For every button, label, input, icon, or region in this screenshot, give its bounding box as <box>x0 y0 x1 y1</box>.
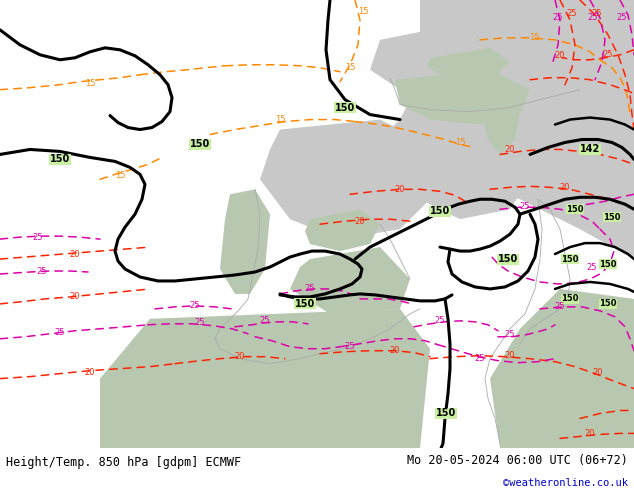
Text: 15: 15 <box>358 7 368 17</box>
Text: 15: 15 <box>115 171 126 180</box>
Text: 150: 150 <box>498 254 518 264</box>
Text: 25: 25 <box>520 202 530 211</box>
Text: 150: 150 <box>566 205 584 214</box>
Polygon shape <box>390 55 460 90</box>
Text: 25: 25 <box>603 50 613 59</box>
Text: 15: 15 <box>455 138 465 147</box>
Polygon shape <box>100 309 430 448</box>
Text: 20: 20 <box>235 352 245 361</box>
Text: 20: 20 <box>70 249 81 259</box>
Text: 25: 25 <box>567 9 577 19</box>
Polygon shape <box>290 247 410 314</box>
Text: 25: 25 <box>555 302 566 311</box>
Text: 25: 25 <box>37 267 48 275</box>
Text: 150: 150 <box>335 102 355 113</box>
Text: 15: 15 <box>85 79 95 88</box>
Text: 15: 15 <box>275 115 285 124</box>
Polygon shape <box>490 289 634 448</box>
Text: 25: 25 <box>592 9 602 19</box>
Text: 25: 25 <box>586 263 597 271</box>
Polygon shape <box>370 20 580 110</box>
Text: Height/Temp. 850 hPa [gdpm] ECMWF: Height/Temp. 850 hPa [gdpm] ECMWF <box>6 456 242 469</box>
Text: 25: 25 <box>190 301 200 310</box>
Text: 150: 150 <box>295 299 315 309</box>
Text: 150: 150 <box>430 206 450 216</box>
Text: 150: 150 <box>599 299 617 308</box>
Text: 25: 25 <box>260 317 270 325</box>
Text: 25: 25 <box>617 13 627 23</box>
Text: 25: 25 <box>475 354 485 363</box>
Text: 20: 20 <box>505 351 515 360</box>
Text: 25: 25 <box>195 318 205 327</box>
Text: 150: 150 <box>436 409 456 418</box>
Text: Mo 20-05-2024 06:00 UTC (06+72): Mo 20-05-2024 06:00 UTC (06+72) <box>407 454 628 466</box>
Text: 20: 20 <box>555 51 566 60</box>
Text: 25: 25 <box>553 13 563 23</box>
Text: ©weatheronline.co.uk: ©weatheronline.co.uk <box>503 477 628 488</box>
Polygon shape <box>428 48 510 80</box>
Polygon shape <box>220 189 270 294</box>
Text: 25: 25 <box>305 284 315 294</box>
Text: 25: 25 <box>345 342 355 351</box>
Text: 25: 25 <box>33 233 43 242</box>
Text: 150: 150 <box>561 254 579 264</box>
Polygon shape <box>260 120 430 239</box>
Text: 20: 20 <box>560 183 570 192</box>
Text: 20: 20 <box>355 217 365 226</box>
Text: 20: 20 <box>395 185 405 194</box>
Text: 25: 25 <box>505 330 515 339</box>
Polygon shape <box>410 149 530 219</box>
Text: 20: 20 <box>85 368 95 377</box>
Text: 15: 15 <box>529 33 540 42</box>
Text: 25: 25 <box>55 328 65 337</box>
Text: 20: 20 <box>505 145 515 154</box>
Text: 150: 150 <box>190 140 210 149</box>
Text: 25: 25 <box>435 317 445 325</box>
Text: 150: 150 <box>561 294 579 303</box>
Text: 150: 150 <box>50 154 70 165</box>
Text: 150: 150 <box>599 260 617 269</box>
Text: 20: 20 <box>593 368 603 377</box>
Text: 150: 150 <box>603 213 621 221</box>
Text: 25: 25 <box>588 13 598 23</box>
Polygon shape <box>305 209 380 251</box>
Polygon shape <box>380 0 634 259</box>
Text: 15: 15 <box>345 63 355 72</box>
Polygon shape <box>395 70 530 124</box>
Text: 20: 20 <box>70 293 81 301</box>
Text: 20: 20 <box>585 429 595 438</box>
Text: 20: 20 <box>390 346 400 355</box>
Polygon shape <box>482 80 520 154</box>
Text: 142: 142 <box>580 145 600 154</box>
